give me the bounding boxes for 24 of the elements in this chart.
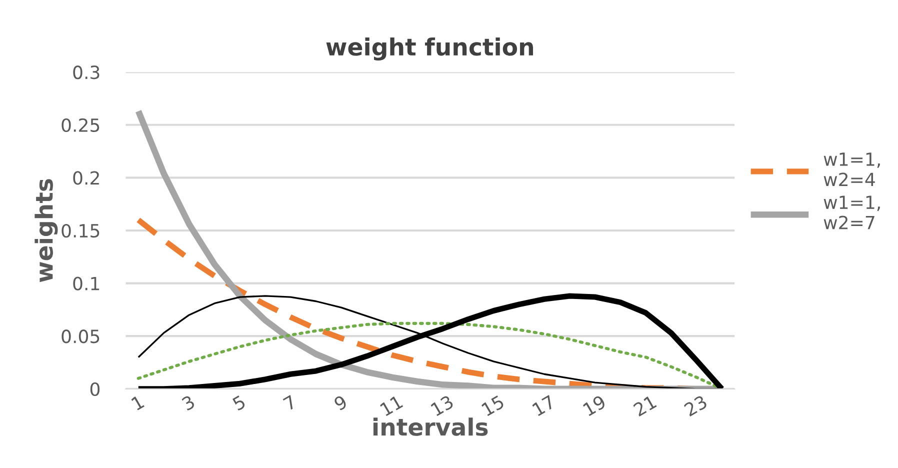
chart-title: weight function (326, 37, 534, 60)
y-tick-label: 0.3 (73, 66, 100, 80)
y-tick-label: 0.05 (62, 330, 100, 344)
x-axis-title: intervals (373, 418, 488, 436)
x-tick-label: 15 (481, 395, 505, 416)
x-tick-label: 7 (282, 395, 297, 411)
x-tick-label: 13 (430, 394, 454, 416)
y-tick-label: 0.2 (73, 171, 99, 185)
y-tick-label: 0 (90, 382, 100, 396)
y-tick-label: 0.25 (62, 118, 100, 132)
legend-label: w1=1, w2=7 (824, 196, 880, 230)
x-tick-label: 23 (684, 394, 708, 417)
line-series (136, 322, 724, 389)
y-axis-title: weights (34, 179, 58, 282)
x-tick-label: 19 (582, 394, 607, 416)
y-tick-label: 0.15 (62, 224, 100, 238)
x-tick-label: 5 (232, 395, 246, 411)
x-tick-label: 21 (632, 394, 657, 416)
x-tick-label: 11 (380, 395, 404, 416)
x-tick-label: 9 (333, 394, 348, 412)
y-tick-label: 0.1 (73, 276, 100, 290)
x-tick-label: 17 (532, 395, 556, 416)
x-tick-label: 1 (131, 395, 144, 410)
x-tick-label: 3 (181, 394, 196, 411)
